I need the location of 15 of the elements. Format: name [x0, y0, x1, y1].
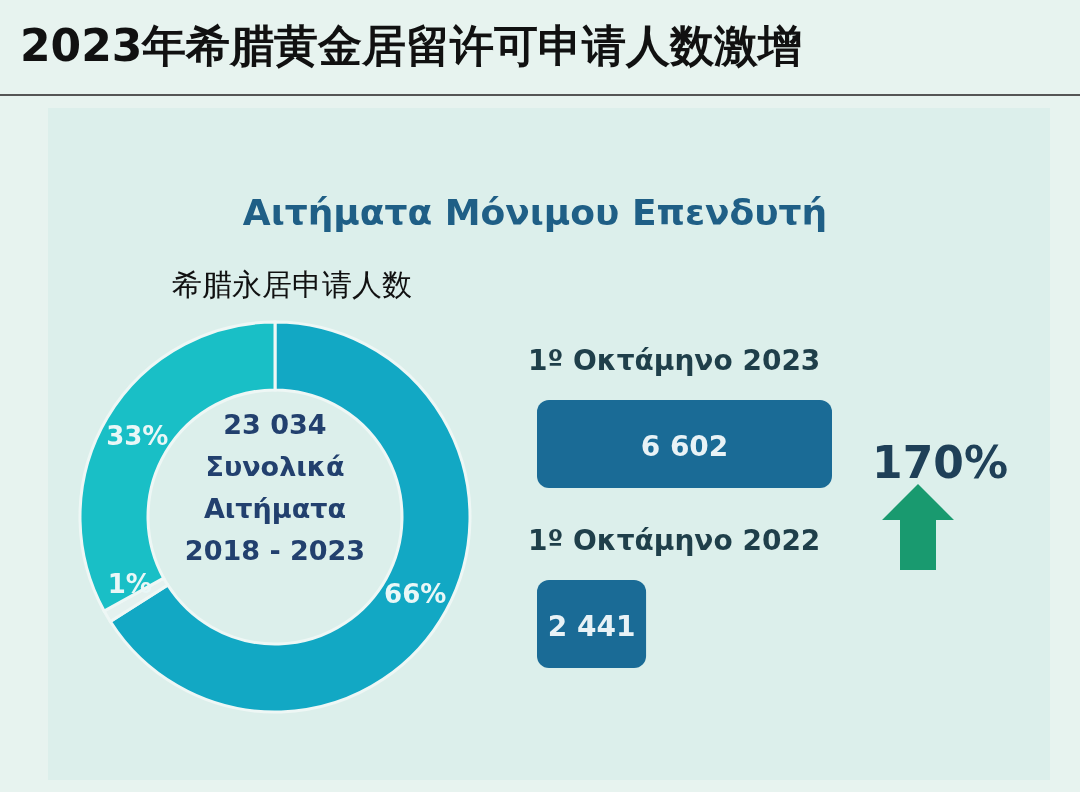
- data-label: 66%: [384, 579, 447, 610]
- chart-title: 2023年希腊黄金居留许可申请人数激增: [20, 19, 803, 71]
- data-label: 33%: [106, 420, 169, 451]
- chart-subtitle: Αιτήματα Μόνιμου Επενδυτή: [242, 191, 828, 233]
- data-label: 1%: [107, 569, 152, 600]
- y-tick-label: 1º Οκτάμηνο 2023: [528, 343, 821, 377]
- text: 希腊永居申请人数: [172, 266, 412, 302]
- text: 23 034: [223, 408, 327, 440]
- text: Αιτήματα: [203, 492, 347, 524]
- text: 2018 - 2023: [184, 534, 366, 566]
- text: 170%: [872, 436, 1008, 488]
- data-label: 6 602: [640, 429, 729, 463]
- data-label: 2 441: [547, 609, 636, 643]
- y-tick-label: 1º Οκτάμηνο 2022: [528, 523, 821, 557]
- text: Συνολικά: [205, 450, 345, 482]
